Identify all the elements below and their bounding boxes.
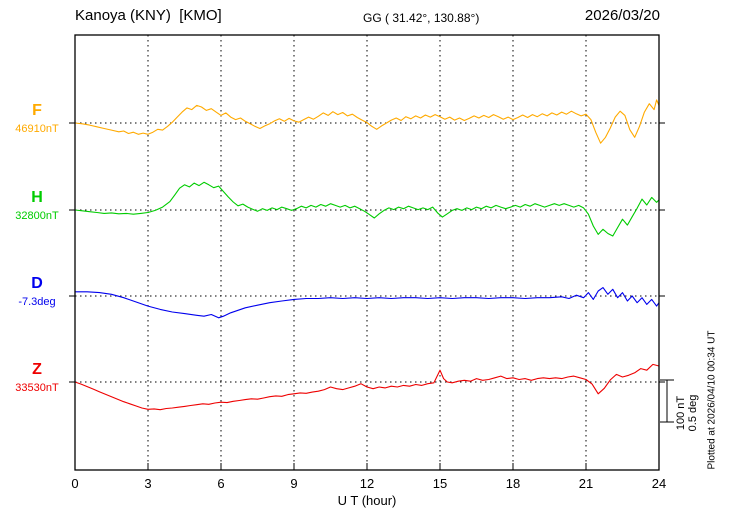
scale-bar-label-nt: 100 nT	[675, 395, 687, 431]
component-baseline-F: 46910nT	[15, 123, 59, 135]
x-tick-label: 21	[579, 476, 593, 491]
component-baseline-Z: 33530nT	[15, 382, 59, 394]
component-letter-F: F	[32, 102, 42, 119]
x-tick-label: 12	[360, 476, 374, 491]
plotted-at-note: Plotted at 2026/04/10 00:34 UT	[706, 330, 718, 470]
plot-frame	[74, 34, 660, 471]
trace-D	[75, 287, 660, 319]
trace-F	[74, 99, 660, 144]
station-title: Kanoya (KNY) [KMO]	[75, 7, 222, 24]
x-tick-label: 24	[652, 476, 666, 491]
component-label-H: H 32800nT	[4, 190, 70, 222]
x-axis-label: U T (hour)	[337, 493, 397, 508]
component-label-F: F 46910nT	[4, 103, 70, 135]
x-tick-label: 0	[71, 476, 78, 491]
x-tick-label: 18	[506, 476, 520, 491]
x-tick-label: 9	[290, 476, 297, 491]
trace-H	[74, 181, 660, 237]
component-label-Z: Z 33530nT	[4, 362, 70, 394]
x-tick-label: 3	[144, 476, 151, 491]
component-baseline-D: -7.3deg	[18, 296, 56, 308]
component-baseline-H: 32800nT	[15, 210, 59, 222]
component-letter-Z: Z	[32, 361, 42, 378]
trace-Z	[74, 363, 660, 411]
geographic-coordinates: GG ( 31.42°, 130.88°)	[363, 11, 480, 25]
component-label-D: D -7.3deg	[4, 276, 70, 308]
x-tick-label: 6	[217, 476, 224, 491]
component-letter-H: H	[31, 189, 43, 206]
x-tick-label: 15	[433, 476, 447, 491]
scale-bar-label-deg: 0.5 deg	[687, 394, 699, 432]
observation-date: 2026/03/20	[584, 7, 660, 24]
component-letter-D: D	[31, 275, 43, 292]
